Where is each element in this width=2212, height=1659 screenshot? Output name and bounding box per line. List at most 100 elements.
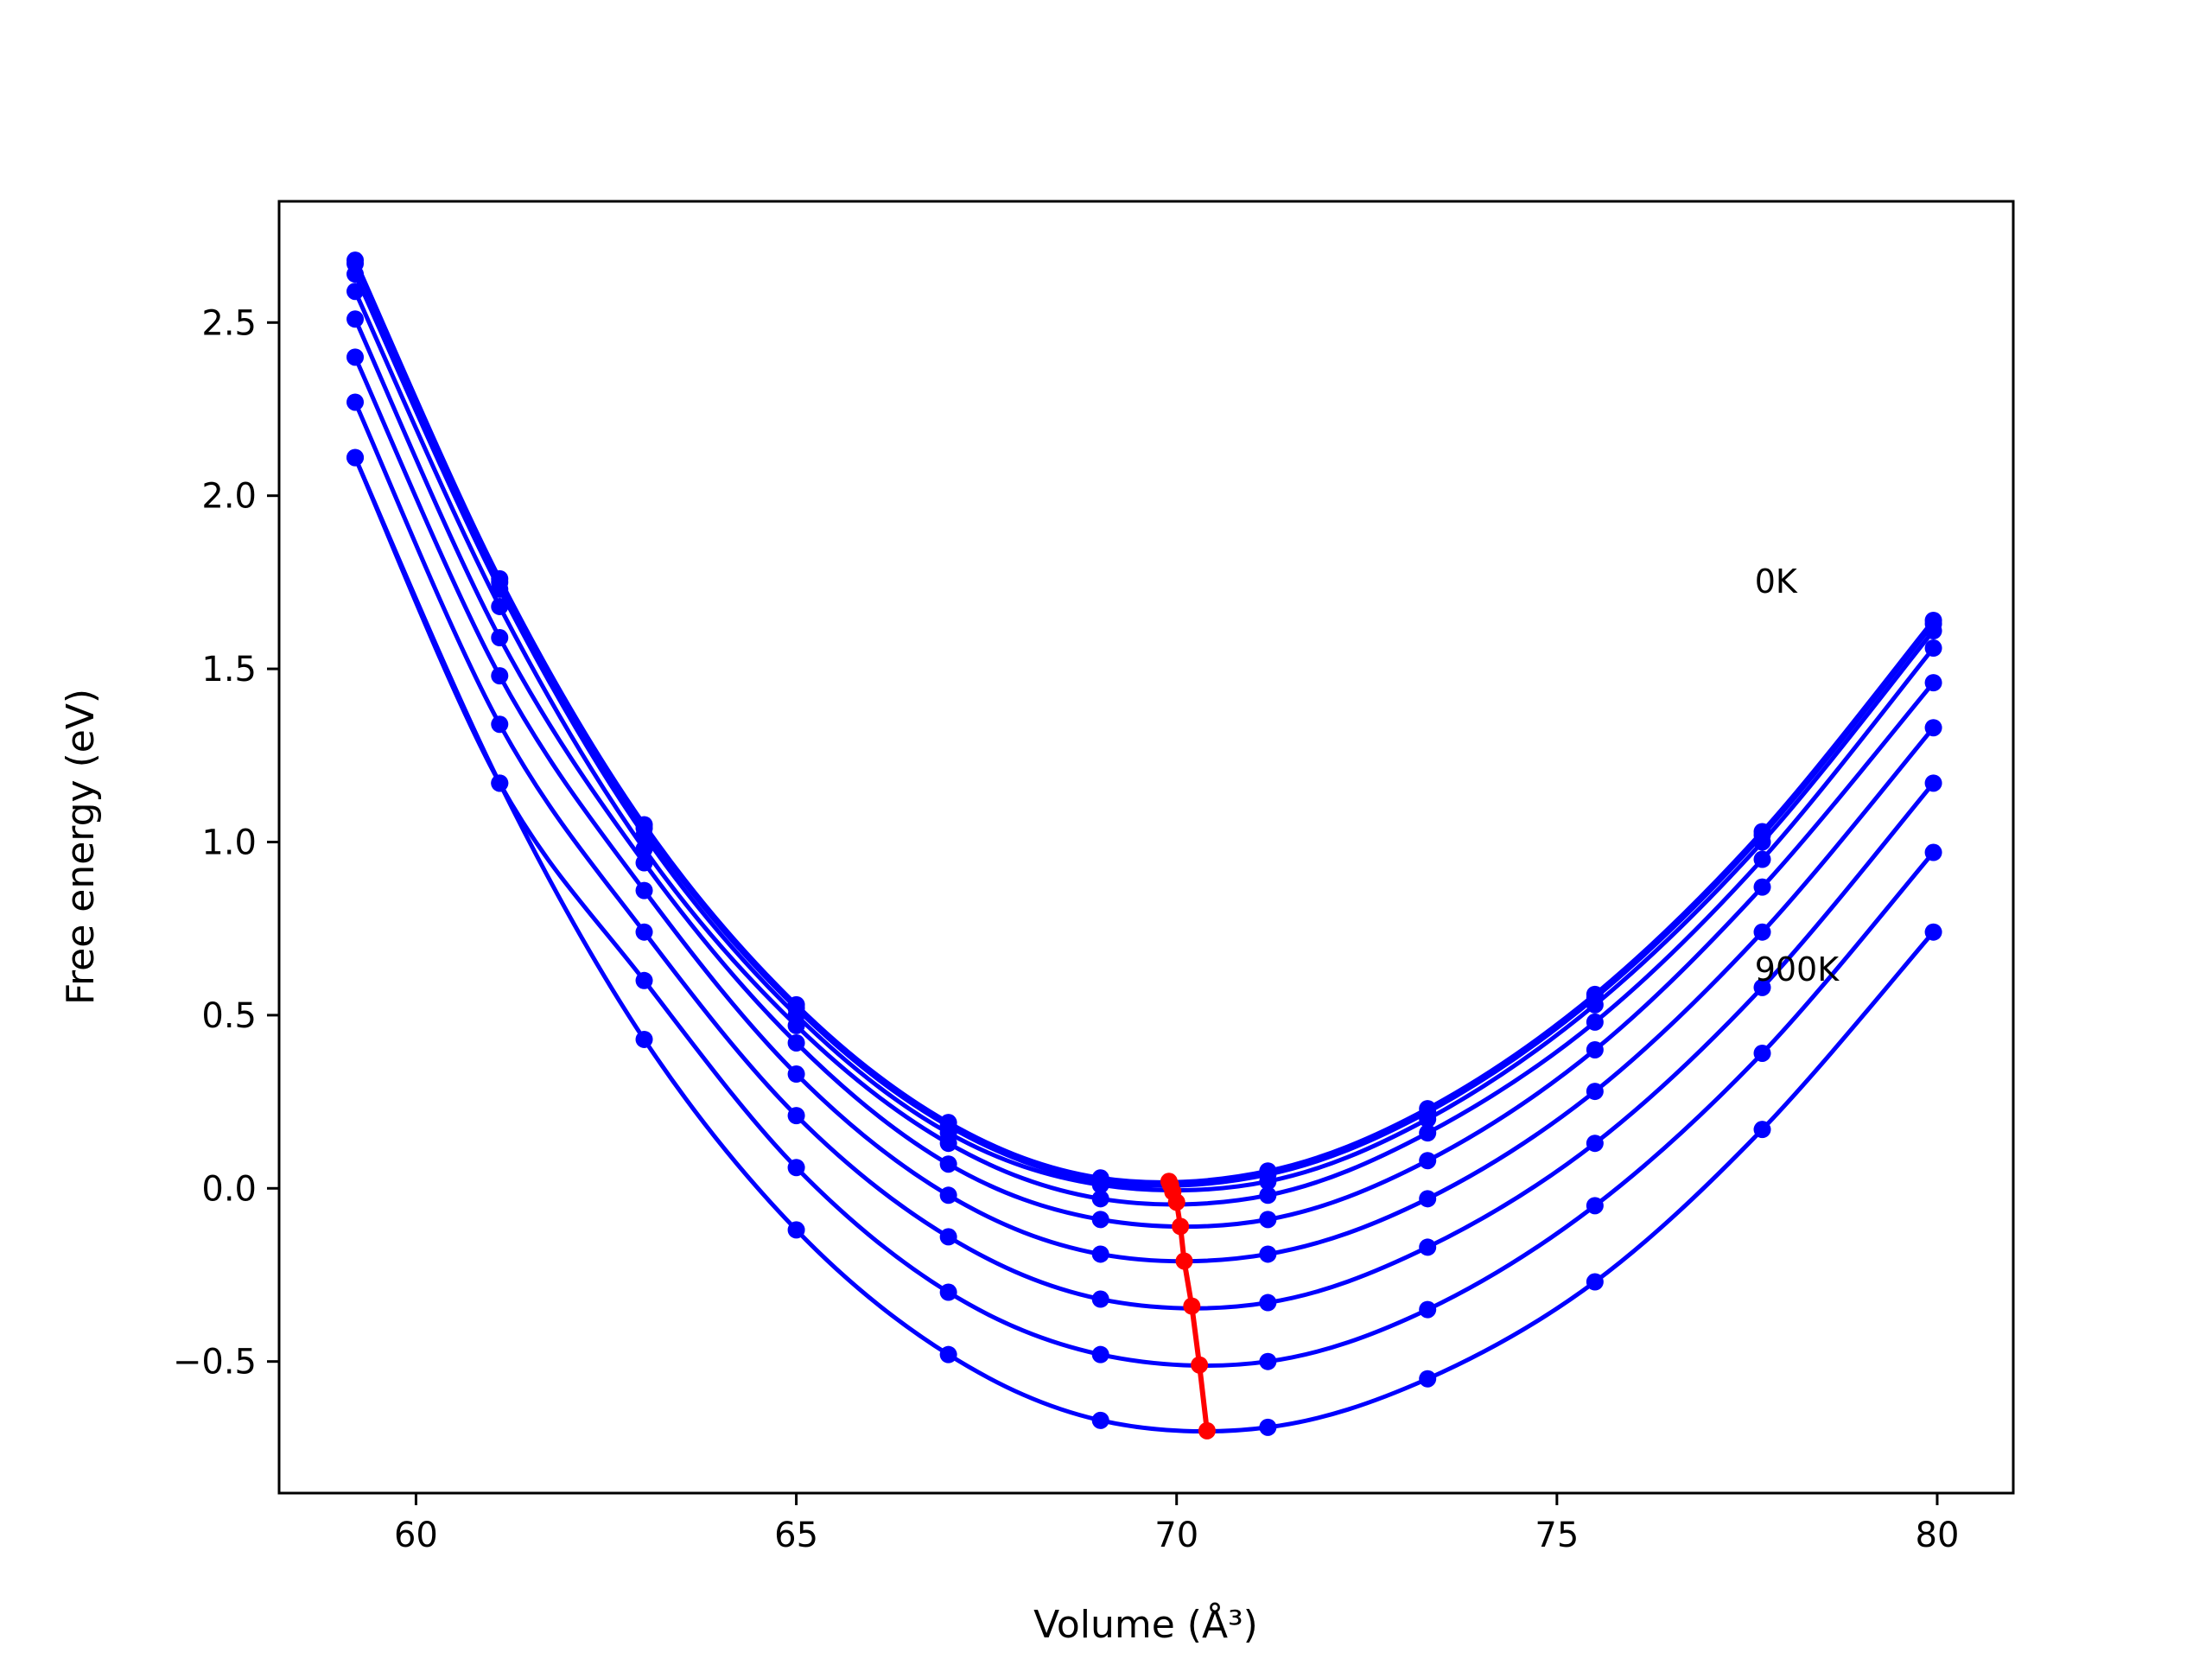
series-8-point-5: [1091, 1411, 1109, 1429]
series-5-line: [353, 356, 1936, 1264]
series-5-point-2: [635, 881, 653, 899]
series-7-point-3: [787, 1159, 805, 1177]
series-7-point-6: [1259, 1352, 1277, 1370]
series-3-point-10: [1924, 639, 1942, 658]
x-tick-label-2: 70: [1154, 1516, 1198, 1555]
series-2-point-0: [346, 265, 365, 283]
series-1-line: [353, 263, 1936, 1188]
x-axis-label: Volume (Å³): [1033, 1601, 1258, 1647]
series-4-point-3: [787, 1033, 805, 1052]
series-5-point-10: [1924, 719, 1942, 737]
series-4-point-4: [939, 1155, 957, 1173]
series-2-point-7: [1419, 1110, 1437, 1128]
minima-point-3: [1167, 1193, 1185, 1211]
series-7-point-8: [1586, 1197, 1604, 1215]
series-8-point-10: [1924, 923, 1942, 941]
series-6-point-3: [787, 1107, 805, 1125]
annotation-900k: 900K: [1755, 950, 1840, 988]
x-tick-label-1: 65: [774, 1516, 818, 1555]
series-5-point-5: [1091, 1245, 1109, 1263]
series-5-point-0: [346, 348, 365, 366]
series-3-point-5: [1091, 1190, 1109, 1208]
x-tick-label-3: 75: [1535, 1516, 1579, 1555]
series-7-point-5: [1091, 1345, 1109, 1363]
series-4-point-0: [346, 310, 365, 328]
series-8-point-3: [787, 1221, 805, 1239]
minima-point-6: [1183, 1297, 1201, 1315]
series-5-point-9: [1753, 923, 1771, 941]
series-2-point-10: [1924, 621, 1942, 639]
series-4-line: [353, 318, 1936, 1230]
series-6-point-4: [939, 1228, 957, 1246]
series-7-point-10: [1924, 843, 1942, 861]
series-8-point-0: [346, 448, 365, 467]
series-2-point-5: [1091, 1176, 1109, 1194]
series-3-point-8: [1586, 1013, 1604, 1031]
minima-point-8: [1198, 1421, 1216, 1440]
series-6-point-0: [346, 393, 365, 411]
series-3-point-3: [787, 1016, 805, 1034]
series-7-point-9: [1753, 1044, 1771, 1062]
series-5-point-3: [787, 1065, 805, 1084]
series-4-point-1: [491, 629, 509, 647]
series-6-point-6: [1259, 1294, 1277, 1312]
annotation-0k: 0K: [1755, 563, 1798, 601]
series-8-point-8: [1586, 1273, 1604, 1291]
series-6-point-9: [1753, 978, 1771, 996]
series-8-line: [353, 456, 1936, 1434]
series-2-point-9: [1753, 833, 1771, 851]
series-6-point-2: [635, 923, 653, 941]
series-2-point-8: [1586, 995, 1604, 1014]
y-tick-label-0: −0.5: [173, 1343, 257, 1382]
series-5-point-4: [939, 1186, 957, 1205]
y-tick-label-5: 2.0: [201, 477, 257, 517]
series-5-point-7: [1419, 1190, 1437, 1208]
series-3-point-9: [1753, 850, 1771, 868]
series-8-point-4: [939, 1345, 957, 1363]
x-tick-label-0: 60: [394, 1516, 438, 1555]
series-6-line: [353, 401, 1936, 1311]
y-tick-label-3: 1.0: [201, 823, 257, 862]
series-3-point-4: [939, 1135, 957, 1153]
y-tick-label-4: 1.5: [201, 650, 257, 690]
series-8-point-6: [1259, 1418, 1277, 1436]
series-4-point-6: [1259, 1211, 1277, 1229]
series-3-point-7: [1419, 1124, 1437, 1142]
series-4-point-10: [1924, 674, 1942, 692]
y-tick-label-2: 0.5: [201, 996, 257, 1036]
minima-point-5: [1175, 1252, 1193, 1270]
series-6-point-10: [1924, 774, 1942, 792]
series-8-point-7: [1419, 1370, 1437, 1388]
series-6-point-1: [491, 715, 509, 734]
series-4-point-7: [1419, 1152, 1437, 1170]
y-axis-label: Free energy (eV): [59, 689, 103, 1005]
series-8-point-9: [1753, 1121, 1771, 1139]
y-tick-label-1: 0.0: [201, 1169, 257, 1209]
series-2-line: [353, 273, 1936, 1193]
series-8-point-2: [635, 1030, 653, 1048]
series-6-point-5: [1091, 1290, 1109, 1308]
y-tick-label-6: 2.5: [201, 303, 257, 343]
series-2-point-6: [1259, 1173, 1277, 1191]
series-6-point-7: [1419, 1238, 1437, 1256]
axes-frame: [277, 200, 2015, 1495]
series-3-point-0: [346, 283, 365, 301]
x-tick-label-4: 80: [1916, 1516, 1960, 1555]
series-4-point-2: [635, 854, 653, 872]
series-5-point-6: [1259, 1245, 1277, 1263]
series-4-point-9: [1753, 878, 1771, 896]
axis-ticks: 60 65 70 75 80 −0.5 0.0 0.5 1.0 1.5 2.0 2.5: [173, 303, 1960, 1555]
series-7-point-7: [1419, 1300, 1437, 1319]
plot-area: [346, 251, 1942, 1440]
series-7-point-4: [939, 1283, 957, 1301]
series-8-point-1: [491, 774, 509, 792]
series-3-point-1: [491, 597, 509, 615]
series-7-point-2: [635, 971, 653, 989]
series-6-point-8: [1586, 1135, 1604, 1153]
series-7-line: [353, 456, 1936, 1368]
minima-point-7: [1191, 1356, 1209, 1374]
series-5-point-8: [1586, 1083, 1604, 1101]
minima-point-4: [1172, 1217, 1190, 1236]
